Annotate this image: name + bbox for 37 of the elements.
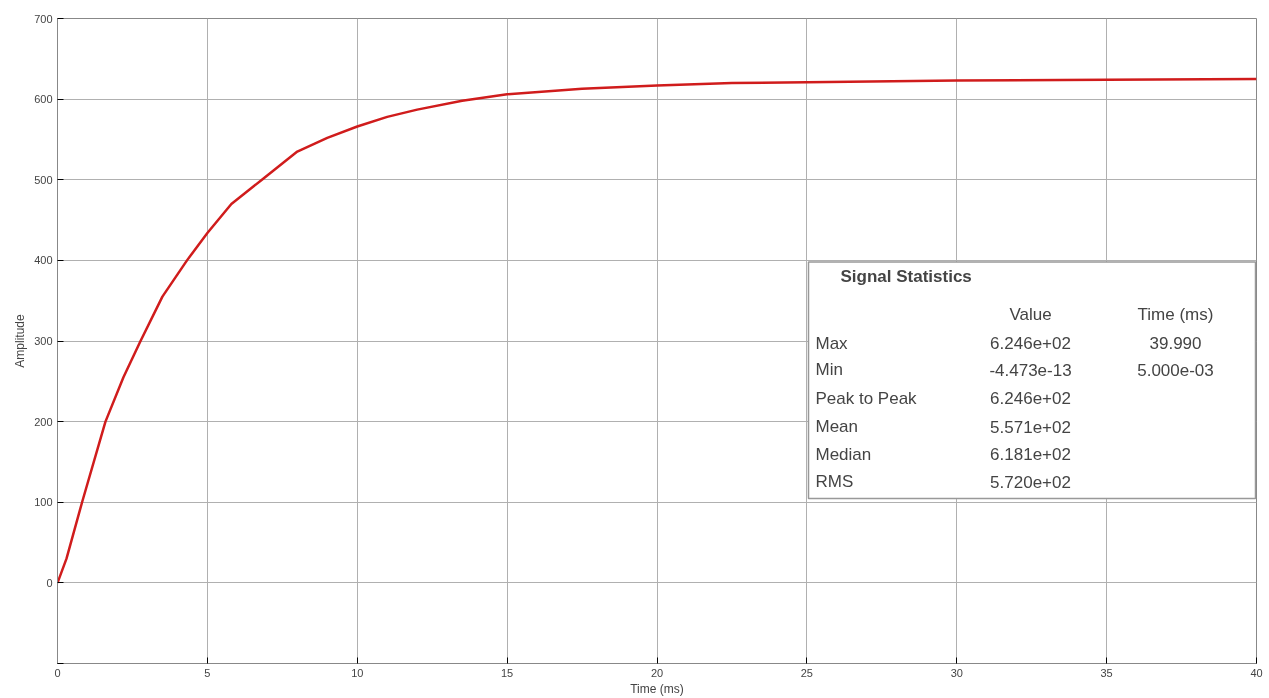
annotation: -4.473e-13 <box>989 360 1072 380</box>
annotation: Max <box>815 333 849 353</box>
x-tick-label: 5 <box>204 666 211 679</box>
annotation: Mean <box>815 417 859 437</box>
y-tick-label: 500 <box>34 173 53 186</box>
x-tick-label: 25 <box>800 666 814 679</box>
annotation: 5.720e+02 <box>990 472 1071 492</box>
annotation: Signal Statistics <box>840 267 972 287</box>
x-tick-label: 0 <box>54 666 61 679</box>
annotation: RMS <box>815 472 854 492</box>
x-tick-label: 20 <box>650 666 664 679</box>
x-tick-label: 10 <box>351 666 364 679</box>
line-series <box>57 77 1257 585</box>
x-tick-label: 15 <box>501 666 514 679</box>
annotation: Min <box>815 360 843 380</box>
y-axis-title: Amplitude <box>13 313 28 368</box>
y-tick-label: 600 <box>34 93 53 106</box>
y-tick-label: 400 <box>34 254 53 267</box>
annotation: 5.000e-03 <box>1137 360 1214 380</box>
annotation: Median <box>815 444 872 464</box>
x-tick-label: 30 <box>950 666 963 679</box>
annotation: Peak to Peak <box>815 388 918 408</box>
annotation: 5.571e+02 <box>990 417 1071 437</box>
x-axis-title: Time (ms) <box>630 681 684 696</box>
y-tick-label: 200 <box>34 415 53 428</box>
x-tick-label: 40 <box>1250 666 1263 679</box>
annotation: 6.246e+02 <box>990 389 1071 409</box>
y-tick-label: 0 <box>46 576 53 589</box>
annotation: Value <box>1009 305 1052 325</box>
annotation: 6.181e+02 <box>990 445 1071 465</box>
annotation: 39.990 <box>1149 334 1202 354</box>
y-tick-label: 100 <box>34 496 53 509</box>
y-tick-label: 300 <box>34 335 53 347</box>
annotation: Time (ms) <box>1137 305 1214 325</box>
y-tick-label: 700 <box>34 12 53 25</box>
annotation: 6.246e+02 <box>990 334 1071 354</box>
x-tick-label: 35 <box>1100 666 1113 679</box>
